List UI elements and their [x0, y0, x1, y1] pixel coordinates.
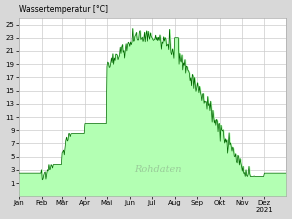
Text: Wassertemperatur [°C]: Wassertemperatur [°C]	[19, 5, 108, 14]
Text: Rohdaten: Rohdaten	[134, 165, 182, 174]
